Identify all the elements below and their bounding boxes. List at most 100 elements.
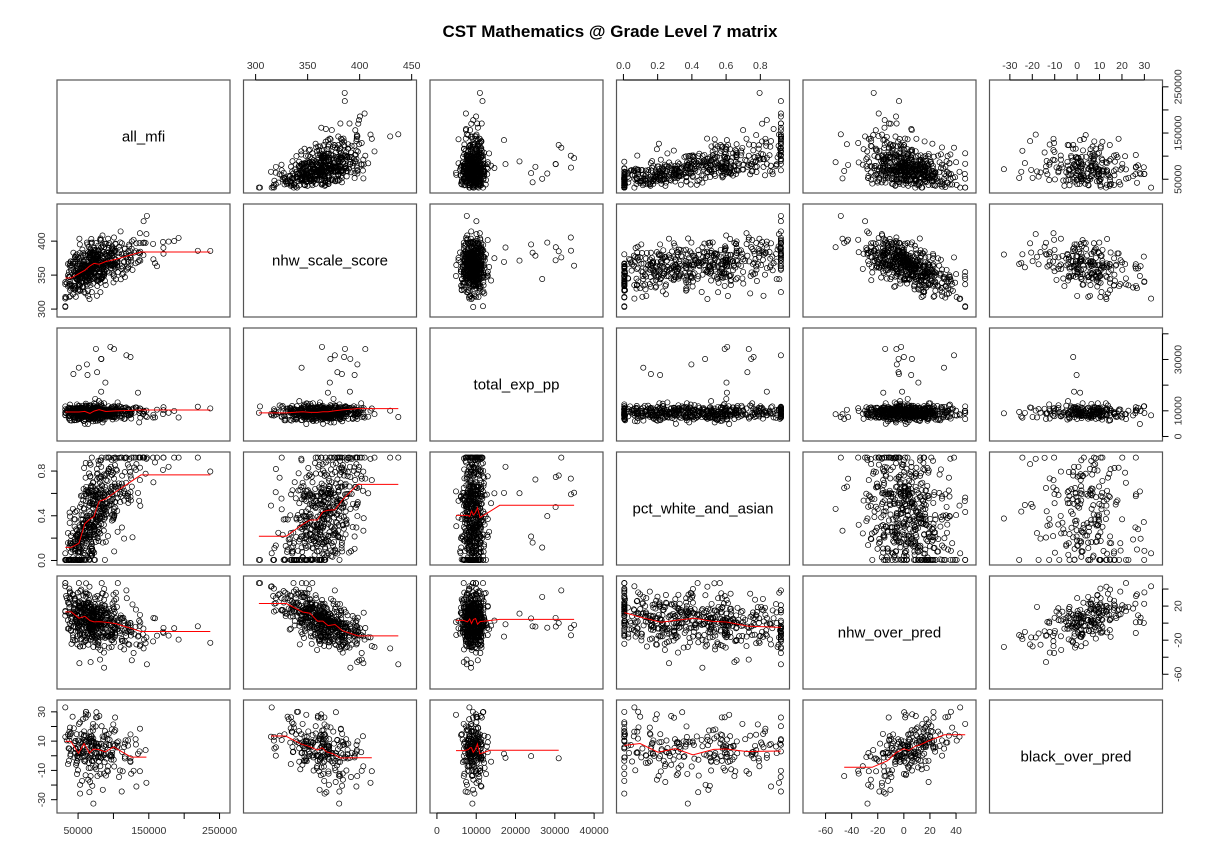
data-point [739, 275, 746, 282]
data-point [474, 120, 481, 127]
data-point [951, 254, 957, 261]
data-point [471, 133, 478, 140]
data-point [516, 158, 523, 165]
data-point [1097, 294, 1104, 301]
data-point [744, 252, 751, 259]
data-point [272, 163, 279, 170]
data-point [86, 296, 93, 302]
data-point [733, 276, 740, 283]
data-point [1132, 152, 1139, 158]
data-point [1032, 231, 1039, 238]
data-point [721, 282, 728, 289]
data-point [670, 147, 677, 154]
data-point [257, 184, 263, 191]
data-point [872, 127, 879, 134]
data-point [1140, 164, 1147, 171]
data-point [307, 164, 314, 171]
data-point [284, 178, 291, 185]
data-point [571, 155, 578, 162]
data-point [354, 133, 361, 140]
data-point [94, 369, 101, 376]
data-point [310, 178, 317, 185]
data-point [288, 163, 295, 170]
data-point [344, 145, 351, 152]
data-point [908, 241, 915, 248]
data-point [150, 240, 157, 247]
data-point [956, 168, 963, 175]
data-point [160, 244, 167, 251]
data-point [289, 158, 296, 165]
data-point [760, 163, 767, 170]
data-point [98, 388, 105, 395]
data-point [371, 148, 378, 155]
data-point [1136, 273, 1143, 279]
data-point [359, 167, 366, 174]
data-point [1029, 174, 1036, 181]
data-point [302, 182, 309, 189]
data-point [339, 139, 345, 146]
data-point [335, 133, 342, 140]
data-point [753, 132, 760, 139]
data-point [480, 303, 486, 310]
data-point [893, 113, 899, 120]
variable-label: all_mfi [122, 129, 165, 146]
data-point [93, 292, 100, 299]
panel-nhw_scale_score-vs-pct_white_and_asian [615, 203, 791, 318]
data-point [953, 159, 960, 166]
data-point [325, 141, 332, 148]
data-point [704, 296, 711, 302]
data-point [304, 160, 311, 167]
data-point [1053, 276, 1060, 283]
data-point [662, 291, 669, 298]
data-point [655, 140, 662, 147]
data-point [855, 236, 862, 243]
data-point [1107, 249, 1114, 256]
data-point [337, 154, 344, 161]
data-point [715, 289, 722, 296]
data-point [502, 244, 509, 251]
data-point [92, 345, 99, 352]
data-point [747, 290, 754, 297]
data-point [1090, 240, 1097, 247]
data-point [1000, 251, 1007, 258]
data-point [321, 142, 327, 148]
panel-nhw_scale_score-vs-nhw_scale_score: nhw_scale_score [242, 203, 418, 318]
data-point [727, 236, 734, 242]
data-point [1037, 249, 1044, 256]
data-point [1122, 261, 1129, 268]
data-point [962, 160, 969, 167]
data-point [143, 231, 150, 238]
data-point [1066, 182, 1073, 189]
data-point [762, 271, 768, 278]
data-point [897, 280, 904, 287]
data-point [855, 249, 862, 256]
data-point [353, 133, 360, 140]
data-point [293, 153, 300, 160]
data-point [317, 143, 324, 150]
panel-total_exp_pp-vs-all_mfi [56, 327, 231, 442]
data-point [539, 276, 546, 282]
data-point [878, 274, 885, 281]
data-point [743, 135, 750, 142]
data-point [740, 268, 747, 275]
data-point [939, 144, 945, 151]
data-point [871, 152, 878, 159]
panel-frame [802, 203, 977, 318]
data-point [544, 239, 551, 246]
data-point [160, 239, 166, 245]
data-point [76, 235, 83, 242]
data-point [864, 166, 871, 173]
data-point [770, 126, 777, 132]
data-point [845, 161, 852, 168]
chart-title: CST Mathematics @ Grade Level 7 matrix [443, 22, 779, 41]
data-point [325, 143, 332, 150]
data-point [365, 160, 372, 167]
data-point [327, 166, 334, 173]
data-point [712, 172, 719, 179]
data-point [307, 176, 313, 183]
data-point [1092, 254, 1099, 261]
data-point [194, 247, 201, 254]
data-point [268, 184, 275, 191]
data-point [367, 131, 374, 138]
data-point [664, 150, 671, 157]
